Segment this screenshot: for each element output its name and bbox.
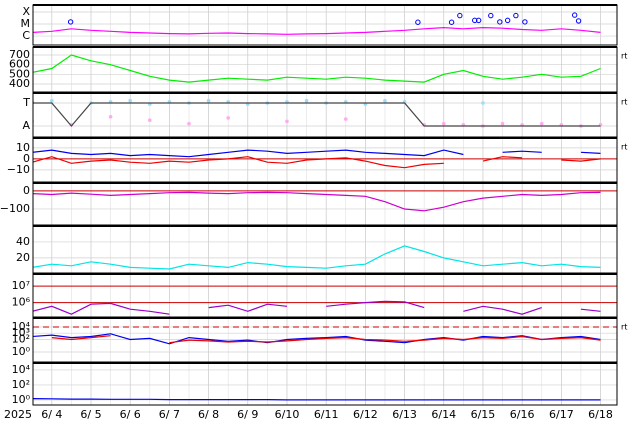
scatter-point [383,98,387,103]
y-tick-label: C [22,29,30,42]
scatter-point [50,98,54,103]
x-tick-label: 6/18 [588,408,613,421]
corner-label: rt [621,98,627,107]
scatter-point [226,116,230,120]
y-tick-label: A [22,119,30,132]
panel [33,183,617,225]
x-tick-label: 6/16 [510,408,535,421]
x-tick-label: 6/10 [275,408,300,421]
series-line [33,156,601,169]
x-tick-label: 6/ 6 [120,408,141,421]
y-tick-label: 10⁴ [12,320,31,333]
scatter-point [67,19,74,25]
scatter-point [475,17,482,24]
panel [33,138,617,182]
y-tick-label: 700 [9,48,30,61]
y-tick-label: 0 [23,152,30,165]
panel [33,93,617,137]
x-tick-label: 6/17 [549,408,574,421]
y-tick-label: 10 [16,141,30,154]
series-line [33,149,601,158]
year-label: 2025 [4,408,32,421]
y-tick-label: 10⁰ [12,393,31,406]
y-tick-label: 10² [12,378,30,391]
y-tick-label: 400 [9,77,30,90]
x-tick-label: 6/12 [353,408,378,421]
series-line [33,102,601,127]
y-tick-label: M [21,17,31,30]
scatter-point [513,12,519,19]
series-line [33,333,601,345]
x-tick-label: 6/ 4 [41,408,62,421]
series-line [51,335,601,344]
scatter-point [488,12,494,19]
panel [33,318,617,362]
x-tick-label: 6/13 [392,408,417,421]
x-tick-label: 6/ 8 [198,408,219,421]
scatter-point [415,19,421,25]
y-tick-label: 600 [9,58,30,71]
y-tick-label: X [22,5,30,18]
scatter-point [441,121,446,126]
y-tick-label: 10⁰ [12,345,31,358]
scatter-point [206,98,211,103]
scatter-point [504,17,511,24]
scatter-point [575,18,582,24]
scatter-point [522,19,528,25]
corner-label: rt [621,52,627,61]
y-tick-label: 500 [9,67,30,80]
y-tick-label: T [22,96,30,109]
scatter-point [343,117,348,121]
y-tick-label: 10⁴ [12,363,31,376]
scatter-point [128,98,133,103]
x-tick-label: 6/ 9 [237,408,258,421]
scatter-point [304,98,309,103]
y-tick-label: 10⁶ [12,296,31,309]
scatter-point [481,101,485,105]
scatter-point [285,119,289,124]
series-line [33,26,601,35]
scatter-point [448,19,455,25]
scatter-point [108,114,113,119]
panel [33,274,617,317]
y-tick-label: −100 [0,202,30,215]
panel [33,226,617,273]
x-tick-label: 6/14 [431,408,456,421]
y-tick-label: −10 [7,163,30,176]
corner-label: rt [621,143,627,152]
series-line [33,245,601,270]
panel [33,363,617,405]
x-tick-label: 6/ 5 [80,408,101,421]
x-tick-label: 6/11 [314,408,339,421]
y-tick-label: 40 [16,235,30,248]
scatter-point [457,12,463,19]
panel [33,47,617,92]
x-tick-label: 6/ 7 [159,408,180,421]
series-line [33,398,601,401]
series-line [33,54,601,83]
series-line [33,191,601,212]
series-line [33,300,601,315]
corner-label: rt [621,323,627,332]
y-tick-label: 10⁷ [12,279,30,292]
scatter-point [539,121,544,126]
scatter-point [148,118,152,123]
scatter-point [187,121,191,126]
scatter-point [497,19,503,25]
y-tick-label: 10² [12,332,30,345]
scatter-point [571,12,578,18]
scatter-point [500,121,505,126]
panel [33,5,617,45]
y-tick-label: 20 [16,251,30,264]
y-tick-label: 0 [23,184,30,197]
x-tick-label: 6/15 [471,408,496,421]
y-tick-label: 10³ [12,326,30,339]
